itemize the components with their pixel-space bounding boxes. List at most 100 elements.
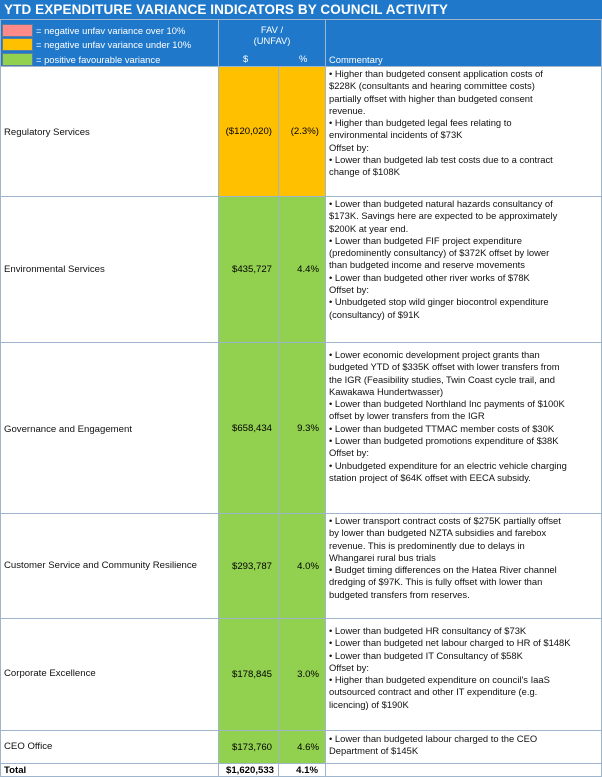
commentary-line: • Higher than budgeted legal fees relati… bbox=[329, 117, 512, 129]
fav-header-line1: FAV / bbox=[260, 24, 284, 35]
commentary-line: (consultancy) of $91K bbox=[329, 308, 420, 320]
variance-percent-value: 4.4% bbox=[297, 264, 319, 275]
grid-line bbox=[0, 66, 602, 67]
commentary-line: offset by lower transfers from the IGR bbox=[329, 410, 485, 422]
total-label: Total bbox=[4, 765, 27, 776]
commentary-line: • Lower than budgeted labour charged to … bbox=[329, 733, 538, 744]
commentary-line: Offset by: bbox=[329, 141, 369, 153]
variance-dollar-value: $658,434 bbox=[231, 422, 272, 434]
commentary-cell: • Lower than budgeted labour charged to … bbox=[329, 733, 601, 762]
fav-unfav-header: FAV / (UNFAV) $ % bbox=[219, 20, 325, 66]
legend-swatch-orange bbox=[2, 38, 33, 51]
commentary-line: • Unbudgeted expenditure for an electric… bbox=[329, 459, 567, 471]
total-row: Total $1,620,533 4.1% bbox=[0, 765, 602, 777]
legend-item: = negative unfav variance over 10% bbox=[2, 23, 218, 37]
variance-dollar-cell: ($120,020) bbox=[219, 67, 278, 196]
variance-dollar-value: $178,845 bbox=[231, 669, 272, 680]
variance-dollar-value: $435,727 bbox=[231, 264, 272, 275]
variance-percent-value: 9.3% bbox=[297, 422, 319, 434]
grid-line bbox=[325, 20, 326, 777]
legend-swatch-red bbox=[2, 23, 33, 37]
variance-dollar-cell: $173,760 bbox=[219, 731, 278, 763]
commentary-cell: • Lower than budgeted HR consultancy of … bbox=[329, 625, 601, 729]
dollar-column-header: $ bbox=[243, 53, 249, 64]
grid-line bbox=[0, 730, 602, 731]
commentary-line: Department of $145K bbox=[329, 745, 419, 757]
commentary-header-label: Commentary bbox=[329, 54, 383, 65]
commentary-line: environmental incidents of $73K bbox=[329, 129, 463, 141]
commentary-line: revenue. This is predominently due to de… bbox=[329, 539, 525, 551]
legend-label: = negative unfav variance over 10% bbox=[36, 24, 186, 36]
commentary-line: the IGR (Feasibility studies, Twin Coast… bbox=[329, 373, 555, 385]
grid-line bbox=[0, 763, 602, 764]
grid-line bbox=[218, 20, 219, 777]
commentary-line: • Lower than budgeted Northland Inc paym… bbox=[329, 398, 565, 410]
grid-line bbox=[0, 20, 1, 777]
report-title: YTD EXPENDITURE VARIANCE INDICATORS BY C… bbox=[0, 0, 602, 20]
commentary-line: • Lower than budgeted net labour charged… bbox=[329, 637, 571, 649]
variance-percent-cell: 3.0% bbox=[279, 619, 325, 730]
commentary-line: • Lower than budgeted lab test costs due… bbox=[329, 154, 553, 166]
activity-label: CEO Office bbox=[4, 741, 53, 752]
activity-label: Environmental Services bbox=[4, 264, 105, 275]
legend-label: = negative unfav variance under 10% bbox=[36, 39, 192, 50]
commentary-line: than budgeted income and reserve movemen… bbox=[329, 259, 525, 271]
variance-percent-value: 4.6% bbox=[297, 741, 319, 753]
commentary-cell: • Lower than budgeted natural hazards co… bbox=[329, 198, 601, 341]
commentary-line: station project of $64K offset with EECA… bbox=[329, 471, 531, 483]
commentary-cell: • Lower economic development project gra… bbox=[329, 349, 601, 512]
variance-percent-cell: 9.3% bbox=[279, 343, 325, 513]
commentary-line: • Lower than budgeted promotions expendi… bbox=[329, 435, 559, 447]
commentary-line: $200K at year end. bbox=[329, 222, 409, 234]
variance-percent-cell: 4.4% bbox=[279, 197, 325, 342]
variance-percent-cell: 4.6% bbox=[279, 731, 325, 763]
variance-percent-value: 3.0% bbox=[297, 669, 319, 680]
commentary-line: • Lower than budgeted IT Consultancy of … bbox=[329, 649, 523, 661]
commentary-line: Whangarei rural bus trials bbox=[329, 551, 436, 563]
commentary-cell: • Higher than budgeted consent applicati… bbox=[329, 68, 601, 195]
variance-dollar-cell: $293,787 bbox=[219, 514, 278, 618]
activity-label: Regulatory Services bbox=[4, 127, 90, 138]
commentary-line: dredging of $97K. This is fully offset w… bbox=[329, 576, 543, 588]
legend-label: = positive favourable variance bbox=[36, 53, 161, 65]
commentary-header: Commentary bbox=[326, 20, 602, 66]
variance-percent-value: (2.3%) bbox=[290, 126, 319, 137]
variance-dollar-value: $293,787 bbox=[231, 560, 272, 572]
legend-swatch-green bbox=[2, 52, 33, 66]
commentary-line: • Lower economic development project gra… bbox=[329, 349, 540, 360]
variance-dollar-cell: $178,845 bbox=[219, 619, 278, 730]
variance-percent-value: 4.0% bbox=[297, 560, 319, 572]
commentary-line: Offset by: bbox=[329, 661, 369, 673]
variance-percent-cell: (2.3%) bbox=[279, 67, 325, 196]
commentary-line: $173K. Savings here are expected to be a… bbox=[329, 210, 558, 222]
commentary-line: • Lower transport contract costs of $275… bbox=[329, 515, 561, 526]
grid-line bbox=[0, 513, 602, 514]
commentary-line: • Higher than budgeted consent applicati… bbox=[329, 68, 543, 79]
legend-item: = positive favourable variance bbox=[2, 52, 218, 66]
fav-header-line2: (UNFAV) bbox=[253, 35, 291, 46]
variance-percent-cell: 4.0% bbox=[279, 514, 325, 618]
commentary-line: revenue. bbox=[329, 104, 366, 116]
total-percent-value: 4.1% bbox=[296, 765, 318, 776]
commentary-line: Kawakawa Hundertwasser) bbox=[329, 385, 444, 397]
commentary-line: Offset by: bbox=[329, 284, 369, 296]
grid-line bbox=[278, 66, 279, 777]
commentary-line: (predominently consultancy) of $372K off… bbox=[329, 247, 550, 259]
grid-line bbox=[0, 196, 602, 197]
commentary-line: • Lower than budgeted natural hazards co… bbox=[329, 198, 553, 209]
variance-dollar-cell: $435,727 bbox=[219, 197, 278, 342]
commentary-line: $228K (consultants and hearing committee… bbox=[329, 80, 535, 92]
commentary-line: partially offset with higher than budget… bbox=[329, 92, 533, 104]
legend-item: = negative unfav variance under 10% bbox=[2, 38, 218, 52]
grid-line bbox=[0, 618, 602, 619]
commentary-line: budgeted transfers from reserves. bbox=[329, 588, 470, 600]
commentary-line: • Lower than budgeted HR consultancy of … bbox=[329, 625, 527, 636]
variance-legend: = negative unfav variance over 10% = neg… bbox=[2, 23, 218, 67]
commentary-line: • Unbudgeted stop wild ginger biocontrol… bbox=[329, 296, 549, 308]
commentary-line: change of $108K bbox=[329, 166, 400, 178]
commentary-line: budgeted YTD of $335K offset with lower … bbox=[329, 361, 560, 373]
commentary-line: outsourced contract and other IT expendi… bbox=[329, 686, 538, 698]
commentary-line: licencing) of $190K bbox=[329, 698, 409, 710]
commentary-line: • Higher than budgeted expenditure on co… bbox=[329, 674, 550, 686]
commentary-line: • Lower than budgeted other river works … bbox=[329, 271, 530, 283]
